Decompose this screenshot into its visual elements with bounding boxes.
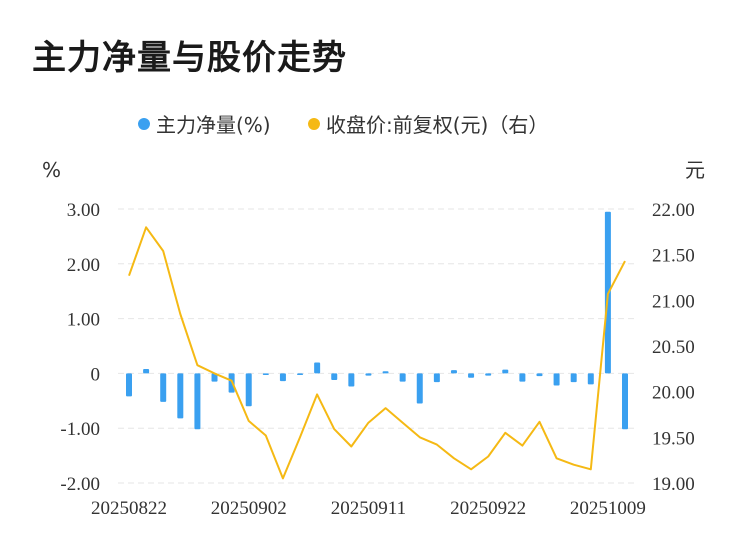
legend-marker-bar	[138, 118, 150, 130]
bar	[468, 373, 475, 378]
right-tick-label: 20.00	[652, 383, 695, 404]
bar	[587, 373, 594, 385]
bar	[126, 373, 132, 397]
left-axis-ticks: 3.00 2.00 1.00 0 -1.00 -2.00	[60, 200, 100, 495]
bar	[297, 373, 304, 376]
left-axis-unit: %	[42, 158, 61, 182]
chart-title: 主力净量与股价走势	[32, 38, 347, 78]
legend-label-bar: 主力净量(%)	[156, 113, 271, 137]
bar	[502, 369, 509, 374]
right-tick-label: 19.50	[652, 428, 695, 449]
left-tick-label: 2.00	[67, 255, 100, 276]
bar	[433, 373, 440, 383]
legend-marker-line	[308, 118, 320, 130]
right-tick-label: 21.00	[652, 291, 695, 312]
bar	[622, 373, 628, 430]
left-tick-label: -1.00	[60, 419, 100, 440]
right-tick-label: 19.00	[652, 474, 695, 495]
x-tick-label: 20250902	[211, 498, 287, 519]
bar	[399, 373, 406, 382]
left-tick-label: 1.00	[67, 310, 100, 331]
bar	[143, 369, 150, 374]
bar	[211, 373, 218, 382]
left-tick-label: 0	[91, 364, 101, 385]
x-axis-ticks: 20250822 20250902 20250911 20250922 20251009	[91, 498, 646, 519]
bar	[570, 373, 577, 383]
bar-series	[126, 211, 628, 430]
bar	[160, 373, 167, 402]
x-tick-label: 20250822	[91, 498, 167, 519]
left-tick-label: 3.00	[67, 200, 100, 221]
right-axis-unit: 元	[685, 158, 705, 182]
bar	[416, 373, 423, 404]
bar	[331, 373, 338, 380]
bar	[553, 373, 560, 386]
left-tick-label: -2.00	[60, 474, 100, 495]
bar	[194, 373, 201, 430]
price-line	[128, 226, 626, 480]
right-tick-label: 20.50	[652, 337, 695, 358]
grid-lines	[118, 208, 636, 484]
bar	[279, 373, 286, 382]
bar	[365, 373, 372, 376]
right-axis-ticks: 22.00 21.50 21.00 20.50 20.00 19.50 19.00	[652, 200, 695, 495]
bar	[348, 373, 355, 387]
right-tick-label: 22.00	[652, 200, 695, 221]
right-tick-label: 21.50	[652, 246, 695, 267]
x-tick-label: 20251009	[570, 498, 646, 519]
bar	[245, 373, 252, 407]
x-tick-label: 20250922	[450, 498, 526, 519]
bar	[450, 370, 457, 374]
legend: 主力净量(%) 收盘价:前复权(元)（右）	[138, 113, 548, 137]
bar	[314, 362, 321, 374]
bar	[485, 373, 492, 376]
bar	[536, 373, 543, 377]
x-tick-label: 20250911	[331, 498, 406, 519]
bar	[519, 373, 526, 382]
bar	[382, 371, 389, 374]
bar	[262, 373, 269, 376]
legend-label-line: 收盘价:前复权(元)（右）	[326, 113, 548, 137]
line-series	[128, 226, 626, 480]
bar	[177, 373, 184, 419]
